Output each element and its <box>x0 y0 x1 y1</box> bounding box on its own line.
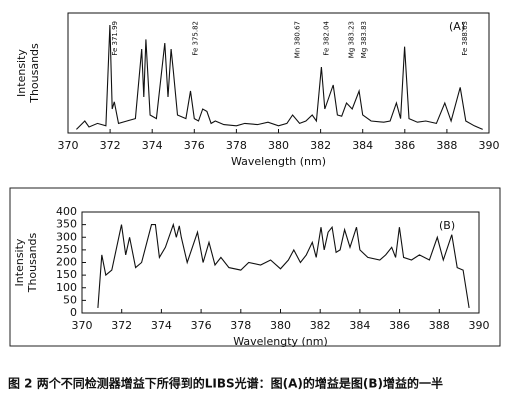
x-tick-label: 390 <box>469 319 490 332</box>
x-tick-label: 382 <box>310 139 331 152</box>
x-tick-label: 376 <box>191 319 212 332</box>
y-tick-label: 100 <box>56 281 77 294</box>
x-tick-label: 384 <box>352 139 373 152</box>
peak-annotation: Fe 382.04 <box>322 20 330 55</box>
caption: 图 2 两个不同检测器增益下所得到的LIBS光谱：图(A)的增益是图(B)增益的… <box>8 376 443 391</box>
x-tick-label: 388 <box>429 319 450 332</box>
x-axis-label: Wavelengty (nm) <box>233 335 328 348</box>
panel-label: (A) <box>449 20 465 33</box>
x-tick-label: 374 <box>151 319 172 332</box>
y-tick-label: 300 <box>56 230 77 243</box>
x-tick-label: 386 <box>394 139 415 152</box>
x-tick-label: 390 <box>479 139 500 152</box>
panel-border <box>9 187 501 347</box>
plot-frame <box>67 12 490 134</box>
x-tick-label: 382 <box>310 319 331 332</box>
x-axis-label: Wavelength (nm) <box>231 155 326 168</box>
peak-annotation: Fe 388.63 <box>461 21 469 56</box>
x-tick-label: 378 <box>226 139 247 152</box>
x-tick-label: 370 <box>72 319 93 332</box>
x-tick-label: 384 <box>349 319 370 332</box>
y-tick-label: 350 <box>56 218 77 231</box>
x-tick-label: 380 <box>270 319 291 332</box>
x-tick-label: 372 <box>111 319 132 332</box>
y-tick-label: 50 <box>63 293 77 306</box>
y-tick-label: 400 <box>56 205 77 218</box>
y-axis-label: Intensity <box>15 49 28 97</box>
peak-annotation: Mg 383.23 <box>347 21 355 58</box>
panel-label: (B) <box>439 219 455 232</box>
peak-annotation: Fe 375.82 <box>192 21 200 56</box>
y-tick-label: 250 <box>56 243 77 256</box>
peak-annotation: Fe 371.99 <box>111 21 119 56</box>
x-tick-label: 378 <box>230 319 251 332</box>
y-axis-label-unit: Thousands <box>26 232 39 293</box>
x-tick-label: 372 <box>100 139 121 152</box>
peak-annotation: Mg 383.83 <box>360 21 368 58</box>
x-tick-label: 376 <box>184 139 205 152</box>
x-tick-label: 370 <box>58 139 79 152</box>
y-axis-label: Intensity <box>13 238 26 286</box>
x-tick-label: 374 <box>142 139 163 152</box>
y-axis-label-unit: Thousands <box>28 43 41 104</box>
y-tick-label: 200 <box>56 256 77 269</box>
x-tick-label: 380 <box>268 139 289 152</box>
x-tick-label: 386 <box>389 319 410 332</box>
spectrum-line <box>97 222 470 308</box>
spectrum-line <box>76 24 483 130</box>
peak-annotation: Mn 380.67 <box>294 21 302 58</box>
x-tick-label: 388 <box>436 139 457 152</box>
y-tick-label: 0 <box>70 306 77 319</box>
y-tick-label: 150 <box>56 268 77 281</box>
